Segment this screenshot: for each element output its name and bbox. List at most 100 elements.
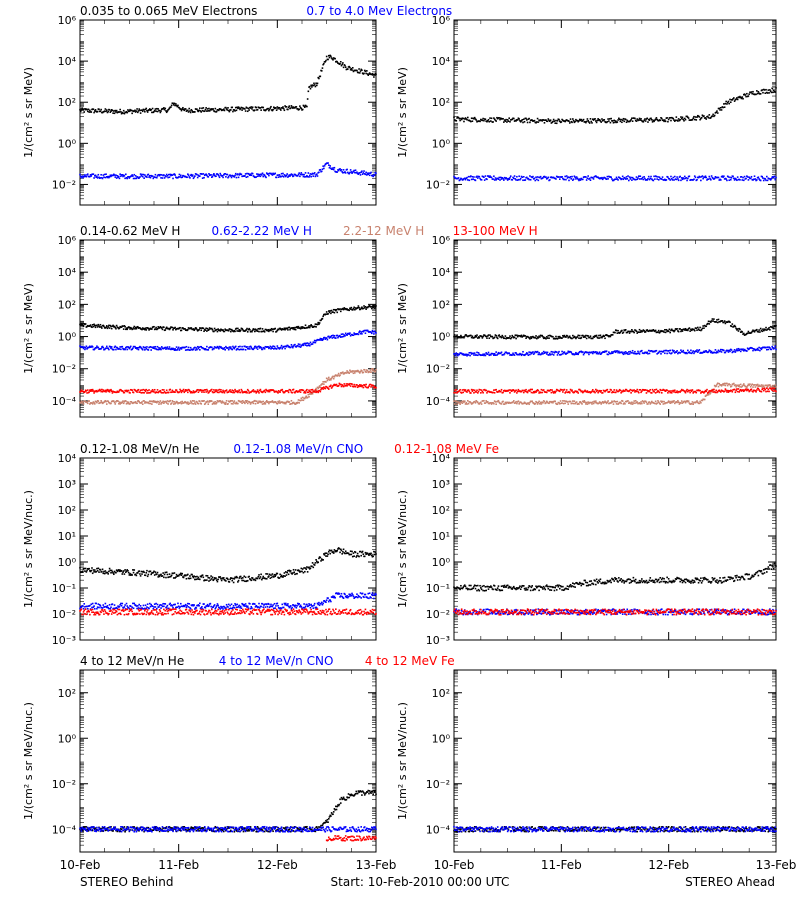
- data-point: [211, 347, 213, 349]
- data-point: [160, 110, 162, 112]
- data-point: [303, 399, 305, 401]
- data-point: [334, 312, 336, 314]
- data-point: [247, 331, 249, 333]
- data-point: [511, 337, 513, 339]
- data-point: [234, 348, 236, 350]
- data-point: [120, 111, 122, 113]
- data-point: [81, 109, 83, 111]
- data-point: [557, 338, 559, 340]
- data-point: [145, 108, 147, 110]
- data-point: [585, 335, 587, 337]
- data-point: [678, 180, 680, 182]
- data-point: [224, 392, 226, 394]
- data-point: [197, 389, 199, 391]
- data-point: [224, 403, 226, 405]
- data-point: [282, 173, 284, 175]
- data-point: [484, 179, 486, 181]
- data-point: [656, 350, 658, 352]
- data-point: [230, 331, 232, 333]
- data-point: [705, 118, 707, 120]
- data-point: [118, 403, 120, 405]
- data-point: [737, 350, 739, 352]
- data-point: [302, 174, 304, 176]
- data-point: [514, 354, 516, 356]
- data-point: [656, 178, 658, 180]
- data-point: [668, 119, 670, 121]
- data-point: [758, 331, 760, 333]
- data-point: [774, 176, 776, 178]
- data-point: [245, 173, 247, 175]
- data-point: [193, 400, 195, 402]
- data-point: [599, 337, 601, 339]
- data-point: [339, 63, 341, 65]
- data-point: [192, 392, 194, 394]
- data-point: [315, 82, 317, 84]
- y-tick-label: 10⁴: [58, 266, 77, 279]
- data-point: [300, 397, 302, 399]
- data-point: [692, 350, 694, 352]
- data-point: [543, 119, 545, 121]
- data-point: [672, 349, 674, 351]
- data-point: [515, 338, 517, 340]
- data-point: [165, 176, 167, 178]
- data-point: [676, 116, 678, 118]
- data-point: [282, 106, 284, 108]
- data-point: [188, 108, 190, 110]
- data-point: [322, 381, 324, 383]
- data-point: [257, 175, 259, 177]
- data-point: [456, 334, 458, 336]
- data-point: [220, 389, 222, 391]
- data-point: [162, 329, 164, 331]
- data-point: [607, 178, 609, 180]
- data-point: [132, 348, 134, 350]
- data-point: [699, 327, 701, 329]
- data-point: [237, 173, 239, 175]
- data-point: [208, 108, 210, 110]
- data-point: [586, 179, 588, 181]
- data-point: [676, 179, 678, 181]
- data-point: [772, 92, 774, 94]
- data-point: [207, 390, 209, 392]
- data-point: [640, 331, 642, 333]
- data-point: [336, 335, 338, 337]
- data-point: [205, 349, 207, 351]
- data-point: [110, 403, 112, 405]
- data-point: [558, 176, 560, 178]
- data-point: [169, 176, 171, 178]
- y-tick-label: 10⁻⁴: [426, 395, 451, 408]
- data-point: [188, 111, 190, 113]
- data-point: [201, 108, 203, 110]
- data-point: [102, 391, 104, 393]
- data-point: [720, 179, 722, 181]
- data-point: [668, 350, 670, 352]
- data-point: [341, 169, 343, 171]
- data-point: [350, 169, 352, 171]
- data-point: [459, 120, 461, 122]
- data-point: [359, 384, 361, 386]
- data-point: [361, 333, 363, 335]
- data-point: [106, 109, 108, 111]
- data-point: [308, 396, 310, 398]
- data-point: [281, 348, 283, 350]
- y-tick-label: 10⁻²: [426, 363, 450, 376]
- data-point: [143, 109, 145, 111]
- data-point: [235, 346, 237, 348]
- data-point: [589, 122, 591, 124]
- data-point: [716, 110, 718, 112]
- data-point: [315, 342, 317, 344]
- data-point: [677, 178, 679, 180]
- data-point: [702, 178, 704, 180]
- data-point: [257, 389, 259, 391]
- data-point: [607, 121, 609, 123]
- data-point: [707, 323, 709, 325]
- data-point: [133, 178, 135, 180]
- data-point: [319, 385, 321, 387]
- data-point: [229, 389, 231, 391]
- data-point: [249, 402, 251, 404]
- data-point: [729, 351, 731, 353]
- data-point: [305, 392, 307, 394]
- data-point: [212, 108, 214, 110]
- y-tick-label: 10⁶: [58, 14, 77, 27]
- data-point: [110, 389, 112, 391]
- data-point: [346, 372, 348, 374]
